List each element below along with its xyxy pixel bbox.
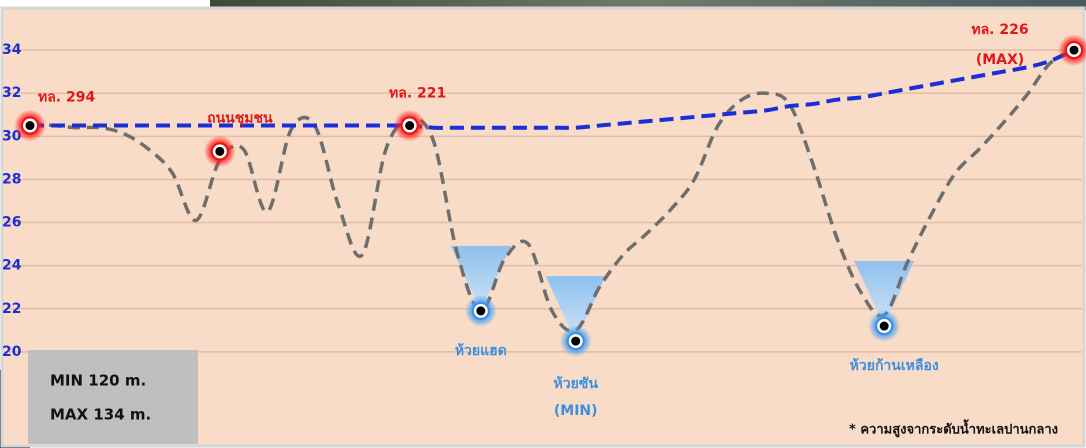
marker-dot [25, 121, 35, 131]
marker-dot [1069, 45, 1079, 55]
footnote: * ความสูงจากระดับน้ำทะเลปานกลาง [849, 419, 1058, 438]
y-tick-label: 32 [2, 85, 21, 101]
summary-min: MIN 120 m. [50, 372, 146, 390]
marker-dot [879, 321, 889, 331]
y-tick-label: 20 [2, 344, 22, 360]
road-level [29, 48, 1075, 130]
y-tick-label: 28 [2, 171, 21, 187]
summary-max: MAX 134 m. [50, 406, 151, 424]
marker-dot [571, 336, 581, 346]
photo-strip [210, 0, 1086, 10]
ground-profile [29, 48, 1075, 333]
road-label: ทล. 221 [389, 86, 446, 102]
water-wedge [545, 276, 606, 342]
road-label: ทล. 294 [38, 90, 95, 106]
y-tick-label: 22 [2, 301, 21, 317]
max-note: (MAX) [976, 52, 1024, 68]
y-tick-label: 34 [2, 42, 22, 58]
stream-label: ห้วยแฮด [455, 343, 507, 359]
stream-label: ห้วยก้านเหลือง [850, 358, 939, 374]
road-label: ทล. 226 [971, 22, 1028, 38]
marker-dot [215, 146, 225, 156]
marker-dot [405, 121, 415, 131]
water-wedge [854, 261, 915, 327]
y-tick-label: 24 [2, 258, 22, 274]
plot: ทล. 294 ถนนชุมชน ทล. 221 ทล. 226 (MAX) ห้วยแฮ… [14, 22, 1086, 419]
stream-label: ห้วยซัน [554, 376, 599, 392]
road-label: ถนนชุมชน [207, 110, 273, 126]
min-note: (MIN) [554, 403, 598, 419]
y-tick-label: 26 [2, 215, 21, 231]
summary-box [28, 350, 198, 444]
marker-dot [476, 306, 486, 316]
water-wedge [450, 245, 511, 311]
